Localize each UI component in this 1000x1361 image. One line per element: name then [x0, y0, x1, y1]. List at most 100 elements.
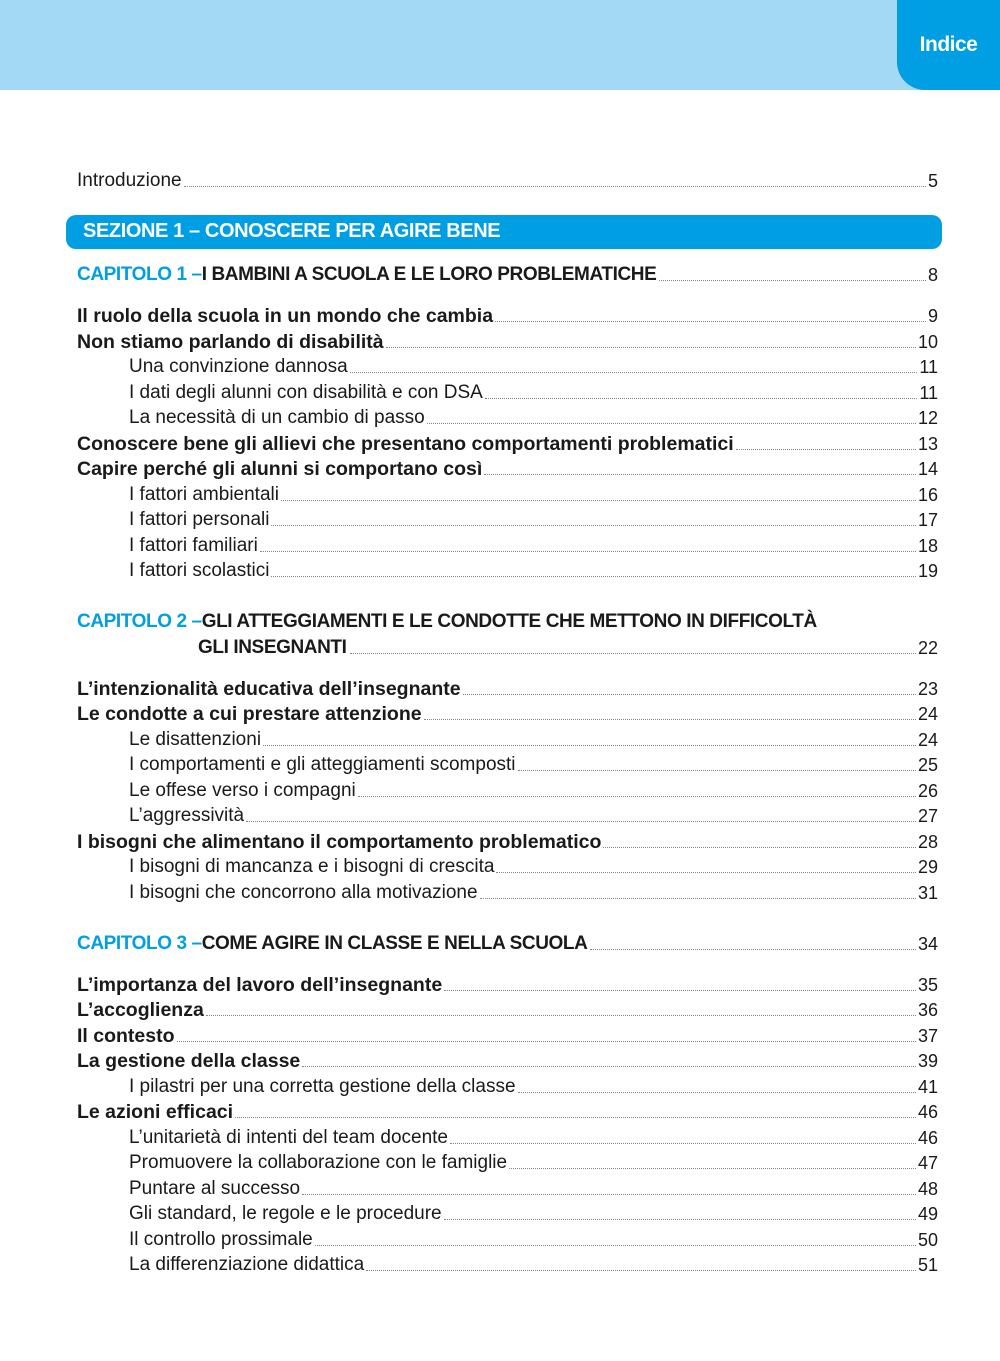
toc-entry[interactable]: I dati degli alunni con disabilità e con…	[77, 378, 938, 404]
chapter-title: COME AGIRE IN CLASSE E NELLA SCUOLA	[201, 932, 588, 954]
toc-entry[interactable]: I bisogni che concorrono alla motivazion…	[77, 878, 938, 904]
toc-entry[interactable]: Puntare al successo 48	[77, 1174, 938, 1200]
toc-entry[interactable]: Conoscere bene gli allievi che presentan…	[77, 429, 938, 455]
index-tab-label: Indice	[919, 33, 978, 56]
entry-title: Le offese verso i compagni	[129, 779, 356, 801]
entry-title: I dati degli alunni con disabilità e con…	[129, 381, 483, 403]
entry-page: 37	[917, 1025, 938, 1046]
dot-leader	[450, 1142, 916, 1144]
entry-page: 50	[917, 1229, 938, 1250]
entry-page: 25	[917, 755, 938, 775]
toc-entry[interactable]: La necessità di un cambio di passo 12	[77, 404, 938, 430]
chapter-heading[interactable]: CAPITOLO 2 – GLI ATTEGGIAMENTI E LE COND…	[77, 608, 938, 659]
entry-page: 31	[917, 882, 938, 903]
entry-page: 27	[917, 806, 938, 826]
dot-leader	[517, 770, 916, 771]
toc-entry[interactable]: L’intenzionalità educativa dell’insegnan…	[77, 674, 938, 700]
entry-page: 12	[917, 408, 938, 428]
dot-leader	[357, 795, 916, 797]
entry-title: I bisogni che alimentano il comportament…	[77, 830, 602, 853]
entry-page: 23	[917, 678, 938, 699]
toc-entry[interactable]: Le offese verso i compagni 26	[77, 776, 938, 802]
chapter-label: CAPITOLO 2 –	[77, 611, 202, 632]
dot-leader	[603, 846, 916, 848]
entry-page: 13	[917, 433, 938, 454]
dot-leader	[479, 897, 916, 899]
toc-entry[interactable]: L’unitarietà di intenti del team docente…	[77, 1123, 938, 1149]
entry-page: 35	[917, 974, 938, 995]
chapter-heading-line: CAPITOLO 3 – COME AGIRE IN CLASSE E NELL…	[77, 929, 938, 955]
toc-entry[interactable]: Una convinzione dannosa 11	[77, 353, 938, 379]
toc-entry[interactable]: I pilastri per una corretta gestione del…	[77, 1072, 938, 1098]
entry-page: 49	[917, 1204, 938, 1224]
entry-page: 39	[917, 1051, 938, 1071]
toc-entry[interactable]: Le condotte a cui prestare attenzione 24	[77, 700, 938, 725]
entry-page: 26	[917, 780, 938, 801]
dot-leader	[385, 346, 916, 348]
dot-leader	[246, 821, 916, 822]
chapter-label: CAPITOLO 1 –	[77, 264, 202, 285]
entry-title: Capire perché gli alunni si comportano c…	[77, 458, 483, 480]
dot-leader	[349, 372, 918, 373]
entry-title: Il ruolo della scuola in un mondo che ca…	[77, 305, 494, 327]
toc-entry[interactable]: L’importanza del lavoro dell’insegnante 3…	[77, 970, 938, 996]
toc-entry[interactable]: I fattori familiari 18	[77, 531, 938, 557]
toc-entry[interactable]: Capire perché gli alunni si comportano c…	[77, 455, 938, 480]
toc-entry[interactable]: I bisogni di mancanza e i bisogni di cre…	[77, 853, 938, 879]
section-title: SEZIONE 1 – CONOSCERE PER AGIRE BENE	[83, 220, 501, 242]
toc-entry-introduction[interactable]: Introduzione 5	[77, 166, 938, 192]
dot-leader	[366, 1270, 916, 1271]
dot-leader	[271, 525, 916, 526]
chapter-heading-line: CAPITOLO 1 – I BAMBINI A SCUOLA E LE LOR…	[77, 261, 938, 287]
dot-leader	[205, 1015, 916, 1016]
entry-page: 11	[919, 357, 938, 377]
toc-entry[interactable]: La differenziazione didattica 51	[77, 1251, 938, 1277]
toc-entry[interactable]: I bisogni che alimentano il comportament…	[77, 827, 938, 853]
dot-leader	[302, 1066, 916, 1067]
toc-entry[interactable]: Non stiamo parlando di disabilità 10	[77, 327, 938, 353]
toc-entry[interactable]: L’accoglienza 36	[77, 996, 938, 1021]
toc-entry[interactable]: Promuovere la collaborazione con le fami…	[77, 1149, 938, 1175]
dot-leader	[484, 474, 916, 475]
entry-title: Il contesto	[77, 1024, 175, 1047]
dot-leader	[659, 280, 926, 281]
toc-entry[interactable]: Il controllo prossimale 50	[77, 1225, 938, 1251]
dot-leader	[735, 448, 916, 450]
entry-title: Promuovere la collaborazione con le fami…	[129, 1152, 508, 1173]
chapter-heading[interactable]: CAPITOLO 3 – COME AGIRE IN CLASSE E NELL…	[77, 929, 938, 955]
toc-entry[interactable]: Il contesto 37	[77, 1021, 938, 1047]
toc-entry[interactable]: Le azioni efficaci 46	[77, 1098, 938, 1123]
entry-title: Introduzione	[77, 169, 182, 191]
entry-page: 16	[917, 484, 938, 505]
entry-page: 51	[917, 1255, 938, 1275]
section-banner: SEZIONE 1 – CONOSCERE PER AGIRE BENE	[66, 214, 942, 249]
dot-leader	[271, 576, 916, 577]
entry-page: 47	[917, 1153, 938, 1173]
table-of-contents: Introduzione 5 SEZIONE 1 – CONOSCERE PER…	[66, 166, 942, 1277]
entry-page: 24	[917, 704, 938, 724]
entry-page: 18	[917, 535, 938, 556]
entry-title: Il controllo prossimale	[129, 1228, 313, 1250]
chapter-heading-line: CAPITOLO 2 – GLI ATTEGGIAMENTI E LE COND…	[77, 608, 938, 634]
toc-entry[interactable]: I comportamenti e gli atteggiamenti scom…	[77, 751, 938, 777]
toc-entry[interactable]: Il ruolo della scuola in un mondo che ca…	[77, 302, 938, 327]
toc-entry[interactable]: I fattori personali 17	[77, 506, 938, 532]
toc-entry[interactable]: I fattori scolastici 19	[77, 557, 938, 583]
entry-title: L’intenzionalità educativa dell’insegnan…	[77, 677, 461, 700]
dot-leader	[462, 693, 916, 695]
entry-title: Non stiamo parlando di disabilità	[77, 330, 384, 353]
chapter-page: 8	[927, 265, 938, 285]
index-tab[interactable]: Indice	[897, 0, 1000, 90]
chapter-heading[interactable]: CAPITOLO 1 – I BAMBINI A SCUOLA E LE LOR…	[77, 261, 938, 287]
toc-entry[interactable]: Le disattenzioni 24	[77, 725, 938, 751]
entry-page: 5	[927, 170, 938, 191]
toc-entry[interactable]: I fattori ambientali 16	[77, 480, 938, 506]
toc-entry[interactable]: L’aggressività 27	[77, 802, 938, 828]
chapter-title: GLI ATTEGGIAMENTI E LE CONDOTTE CHE METT…	[201, 611, 817, 632]
toc-entry[interactable]: Gli standard, le regole e le procedure 49	[77, 1200, 938, 1226]
entry-title: La necessità di un cambio di passo	[129, 407, 425, 428]
toc-entry[interactable]: La gestione della classe 39	[77, 1047, 938, 1072]
dot-leader	[426, 423, 916, 424]
entry-title: I fattori ambientali	[129, 483, 279, 505]
entry-page: 9	[927, 306, 938, 326]
